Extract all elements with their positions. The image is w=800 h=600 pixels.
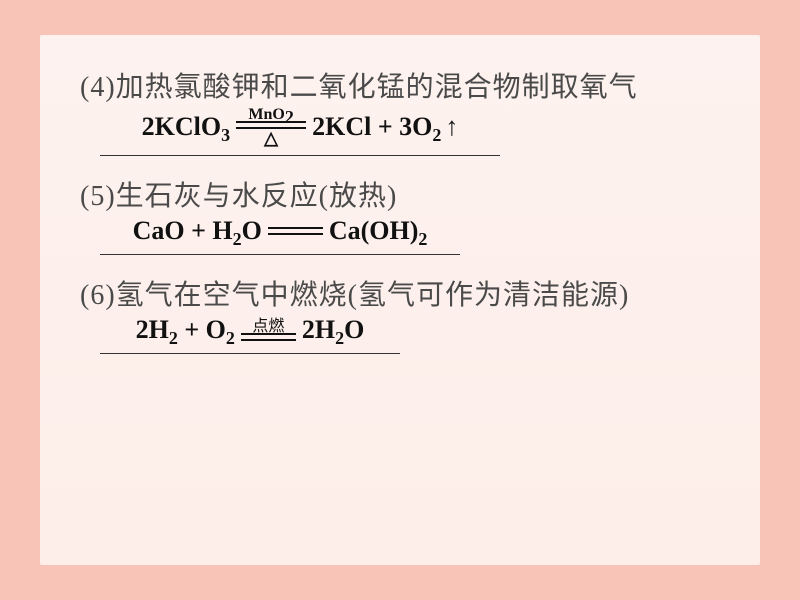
item-num: (6)	[80, 280, 116, 311]
reaction-conditions: 点燃	[241, 319, 296, 341]
reaction-conditions	[268, 227, 323, 235]
eq-right: 2H2O	[302, 315, 364, 345]
item-6-equation: 2H2 + O2 点燃 2H2O	[130, 315, 370, 345]
gas-arrow: ↑	[445, 112, 458, 141]
equals-sign	[268, 227, 323, 235]
eq-left: 2KClO3	[142, 112, 230, 142]
heat-symbol: △	[264, 129, 278, 147]
item-5-desc: (5)生石灰与水反应(放热)	[80, 174, 720, 214]
item-5: (5)生石灰与水反应(放热) CaO + H2O Ca(OH)2	[80, 174, 720, 265]
item-text: 加热氯酸钾和二氧化锰的混合物制取氧气	[116, 72, 638, 103]
eq-left: CaO + H2O	[133, 216, 262, 246]
reaction-conditions: MnO2 △	[236, 107, 306, 147]
equals-sign	[241, 333, 296, 341]
eq-left: 2H2 + O2	[136, 315, 235, 345]
item-4: (4)加热氯酸钾和二氧化锰的混合物制取氧气 2KClO3 MnO2 △ 2KCl…	[80, 65, 720, 166]
item-6: (6)氢气在空气中燃烧(氢气可作为清洁能源) 2H2 + O2 点燃 2H2O	[80, 273, 720, 364]
item-6-desc: (6)氢气在空气中燃烧(氢气可作为清洁能源)	[80, 273, 720, 313]
eq-right: Ca(OH)2	[329, 216, 428, 246]
content-card: (4)加热氯酸钾和二氧化锰的混合物制取氧气 2KClO3 MnO2 △ 2KCl…	[40, 35, 760, 565]
item-5-equation: CaO + H2O Ca(OH)2	[130, 216, 430, 246]
item-text: 生石灰与水反应(放热)	[116, 181, 398, 212]
item-num: (5)	[80, 181, 116, 212]
item-4-equation: 2KClO3 MnO2 △ 2KCl + 3O2↑	[130, 107, 470, 147]
item-num: (4)	[80, 72, 116, 103]
item-5-equation-line: CaO + H2O Ca(OH)2	[100, 216, 460, 255]
item-4-desc: (4)加热氯酸钾和二氧化锰的混合物制取氧气	[80, 65, 720, 105]
item-text: 氢气在空气中燃烧(氢气可作为清洁能源)	[116, 280, 630, 311]
eq-right: 2KCl + 3O2↑	[312, 112, 458, 142]
item-4-equation-line: 2KClO3 MnO2 △ 2KCl + 3O2↑	[100, 107, 500, 156]
item-6-equation-line: 2H2 + O2 点燃 2H2O	[100, 315, 400, 354]
